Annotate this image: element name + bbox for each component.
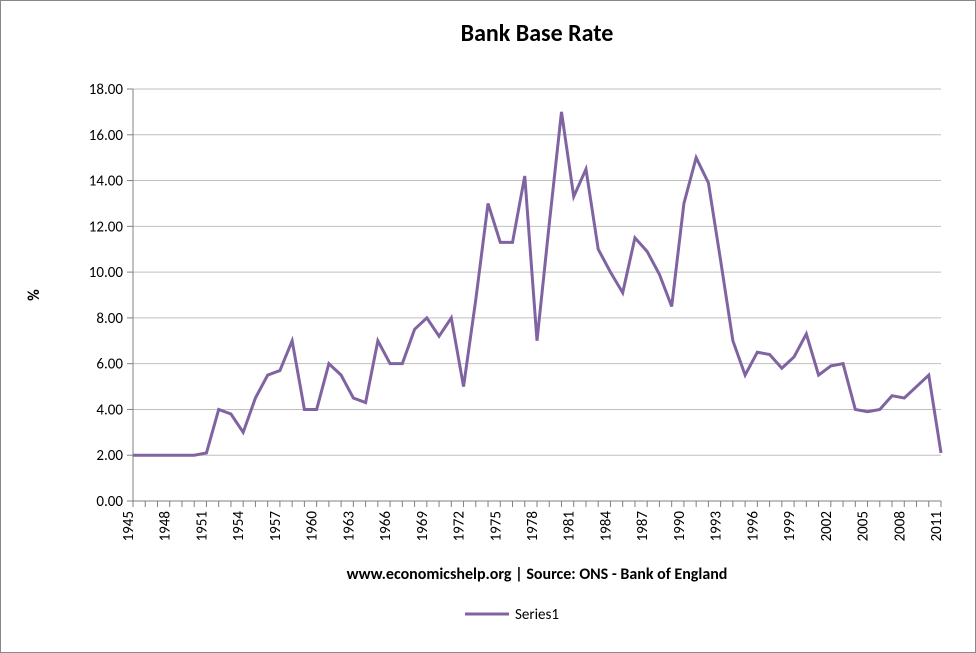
y-tick-label: 14.00 [89,173,124,191]
x-tick-label: 1987 [634,511,652,542]
chart-title: Bank Base Rate [461,19,614,48]
x-tick-label: 1981 [561,511,579,541]
x-tick-label: 1984 [597,511,615,542]
x-tick-label: 2005 [855,511,873,541]
y-tick-label: 18.00 [89,81,124,99]
y-tick-label: 12.00 [89,218,124,236]
y-tick-label: 8.00 [96,310,123,328]
x-tick-label: 1960 [304,511,322,542]
y-tick-label: 2.00 [96,447,123,465]
x-tick-label: 1945 [120,511,138,541]
y-tick-label: 6.00 [96,356,123,374]
x-tick-label: 1957 [267,511,285,542]
x-tick-label: 1978 [524,511,542,541]
x-tick-label: 1954 [230,511,248,542]
x-tick-label: 1972 [451,511,469,541]
chart-container: 0.00 2.00 4.00 6.00 8.00 10.00 12.00 14.00 16.00… [0,0,976,653]
x-tick-label: 1990 [671,511,689,542]
y-tick-label: 4.00 [96,401,123,419]
x-tick-label: 1996 [744,511,762,542]
y-axis-label: % [25,289,44,301]
x-tick-label: 1999 [781,511,799,542]
x-tick-label: 1969 [414,511,432,542]
x-tick-label: 1993 [708,511,726,542]
x-tick-label: 1975 [487,511,505,541]
x-axis-label: www.economicshelp.org | Source: ONS - Ba… [347,565,728,584]
x-tick-label: 1963 [340,511,358,542]
x-tick-label: 1966 [377,511,395,542]
x-tick-label: 1948 [157,511,175,541]
x-tick-label: 2008 [891,511,909,541]
x-tick-label: 2002 [818,511,836,541]
legend-label: Series1 [515,606,559,624]
y-tick-label: 0.00 [96,493,123,511]
y-tick-label: 16.00 [89,127,124,145]
chart-svg: 0.00 2.00 4.00 6.00 8.00 10.00 12.00 14.00 16.00… [1,1,975,652]
x-tick-label: 1951 [193,511,211,541]
x-tick-label: 2011 [928,511,946,541]
y-tick-label: 10.00 [89,264,124,282]
